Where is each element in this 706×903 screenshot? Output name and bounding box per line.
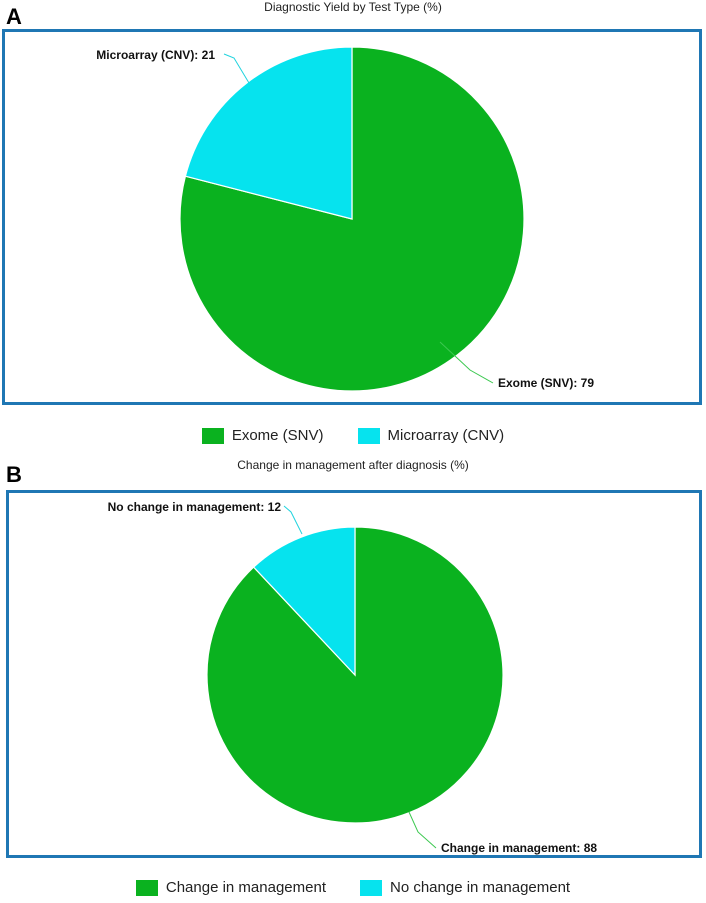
pie-slice-0-1[interactable] [184,46,353,220]
slice-leader-0-0 [439,341,494,384]
pie-slice-1-1[interactable] [252,526,356,677]
legend-b: Change in management No change in manage… [0,879,706,896]
slice-leader-1-0 [408,811,437,849]
slice-leader-1-1 [283,505,303,535]
panel-letter-a: A [6,4,22,29]
legend-label-exome: Exome (SNV) [231,427,324,444]
legend-item-change[interactable]: Change in management [135,879,326,896]
legend-label-microarray: Microarray (CNV) [387,427,505,444]
chart-frame-b [6,490,702,858]
chart-title-b: Change in management after diagnosis (%) [237,458,469,472]
slice-label-1-0: Change in management: 88 [441,841,597,855]
legend-swatch-exome [201,427,224,444]
legend-item-exome[interactable]: Exome (SNV) [201,427,324,444]
legend-item-no-change[interactable]: No change in management [359,879,571,896]
slice-label-1-1: No change in management: 12 [108,500,282,514]
slice-label-0-1: Microarray (CNV): 21 [96,48,215,62]
legend-label-no-change: No change in management [389,879,571,896]
legend-swatch-no-change [359,879,382,896]
legend-swatch-change [135,879,158,896]
legend-a: Exome (SNV) Microarray (CNV) [0,427,706,444]
legend-label-change: Change in management [165,879,326,896]
legend-swatch-microarray [357,427,380,444]
slice-label-0-0: Exome (SNV): 79 [498,376,594,390]
slice-leader-0-1 [223,53,250,84]
panel-letter-b: B [6,462,22,487]
chart-title-a: Diagnostic Yield by Test Type (%) [264,0,442,14]
legend-item-microarray[interactable]: Microarray (CNV) [357,427,505,444]
chart-frame-a [2,29,702,405]
